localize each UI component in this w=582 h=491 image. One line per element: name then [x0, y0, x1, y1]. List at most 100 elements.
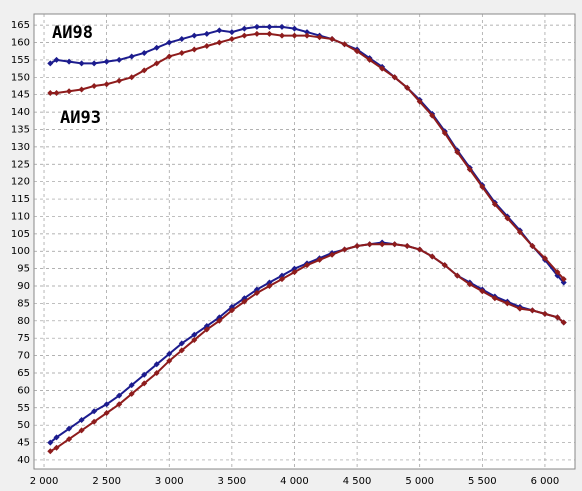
data-point — [203, 30, 210, 37]
y-tick-label: 145 — [11, 90, 30, 101]
data-point — [66, 88, 73, 95]
data-point — [116, 401, 123, 408]
data-point — [141, 49, 148, 56]
data-point — [47, 60, 54, 67]
data-point — [429, 112, 436, 119]
data-point — [78, 427, 85, 434]
data-point — [291, 32, 298, 39]
data-point — [191, 32, 198, 39]
x-tick-label: 6 000 — [531, 476, 560, 487]
data-point — [253, 289, 260, 296]
data-point — [116, 392, 123, 399]
data-point — [178, 49, 185, 56]
data-point — [78, 86, 85, 93]
data-point — [253, 286, 260, 293]
data-point — [491, 201, 498, 208]
data-point — [228, 29, 235, 36]
data-point — [166, 350, 173, 357]
data-point — [291, 265, 298, 272]
data-point — [266, 279, 273, 286]
data-point — [266, 30, 273, 37]
data-point — [429, 253, 436, 260]
y-tick-label: 40 — [17, 455, 30, 466]
data-point — [441, 262, 448, 269]
data-point — [278, 276, 285, 283]
data-point — [479, 183, 486, 190]
y-tick-label: 130 — [11, 142, 30, 153]
data-point — [203, 326, 210, 333]
x-tick-label: 4 500 — [343, 476, 372, 487]
data-point — [191, 331, 198, 338]
data-point — [228, 307, 235, 314]
data-point — [404, 243, 411, 250]
data-point — [78, 416, 85, 423]
data-point — [141, 67, 148, 74]
data-point — [253, 30, 260, 37]
y-tick-label: 55 — [17, 403, 30, 414]
data-point — [78, 60, 85, 67]
data-point — [66, 436, 73, 443]
x-tick-label: 4 000 — [280, 476, 309, 487]
data-point — [166, 357, 173, 364]
data-point — [354, 243, 361, 250]
data-point — [216, 317, 223, 324]
y-tick-label: 75 — [17, 333, 30, 344]
data-point — [416, 246, 423, 253]
data-point — [379, 65, 386, 72]
data-point — [153, 44, 160, 51]
data-point — [529, 307, 536, 314]
y-tick-label: 125 — [11, 159, 30, 170]
data-point — [266, 283, 273, 290]
data-point — [454, 149, 461, 156]
y-tick-label: 120 — [11, 177, 30, 188]
data-point — [241, 298, 248, 305]
x-tick-label: 2 500 — [92, 476, 121, 487]
data-point — [191, 336, 198, 343]
x-tick-label: 3 000 — [155, 476, 184, 487]
data-point — [504, 215, 511, 222]
data-point — [554, 269, 561, 276]
data-point — [128, 74, 135, 81]
y-tick-label: 80 — [17, 316, 30, 327]
x-tick-label: 2 000 — [30, 476, 59, 487]
annotation: АИ93 — [60, 108, 101, 128]
y-tick-label: 50 — [17, 420, 30, 431]
y-tick-label: 140 — [11, 107, 30, 118]
plot-area — [33, 13, 576, 470]
data-point — [47, 89, 54, 96]
data-point — [278, 32, 285, 39]
data-point — [47, 448, 54, 455]
data-point — [141, 380, 148, 387]
data-point — [266, 23, 273, 30]
data-point — [366, 56, 373, 63]
y-tick-label: 160 — [11, 38, 30, 49]
data-point — [178, 347, 185, 354]
annotation: АИ98 — [52, 23, 93, 43]
data-point — [466, 281, 473, 288]
y-tick-label: 150 — [11, 72, 30, 83]
data-point — [53, 434, 60, 441]
data-point — [116, 56, 123, 63]
data-point — [103, 409, 110, 416]
data-point — [103, 58, 110, 65]
data-point — [278, 23, 285, 30]
data-point — [66, 425, 73, 432]
data-point — [66, 58, 73, 65]
data-point — [91, 83, 98, 90]
data-point — [166, 39, 173, 46]
data-point — [391, 241, 398, 248]
data-point — [479, 288, 486, 295]
data-point — [153, 60, 160, 67]
data-point — [91, 60, 98, 67]
grid — [34, 14, 575, 469]
y-tick-label: 110 — [11, 211, 30, 222]
data-point — [228, 36, 235, 43]
data-point — [560, 279, 567, 286]
data-point — [404, 84, 411, 91]
data-point — [354, 48, 361, 55]
data-point — [116, 77, 123, 84]
data-point — [329, 251, 336, 258]
data-point — [53, 56, 60, 63]
data-point — [504, 300, 511, 307]
data-point — [454, 272, 461, 279]
